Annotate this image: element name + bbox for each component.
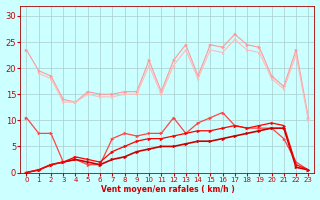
X-axis label: Vent moyen/en rafales ( km/h ): Vent moyen/en rafales ( km/h ) [100,185,234,194]
